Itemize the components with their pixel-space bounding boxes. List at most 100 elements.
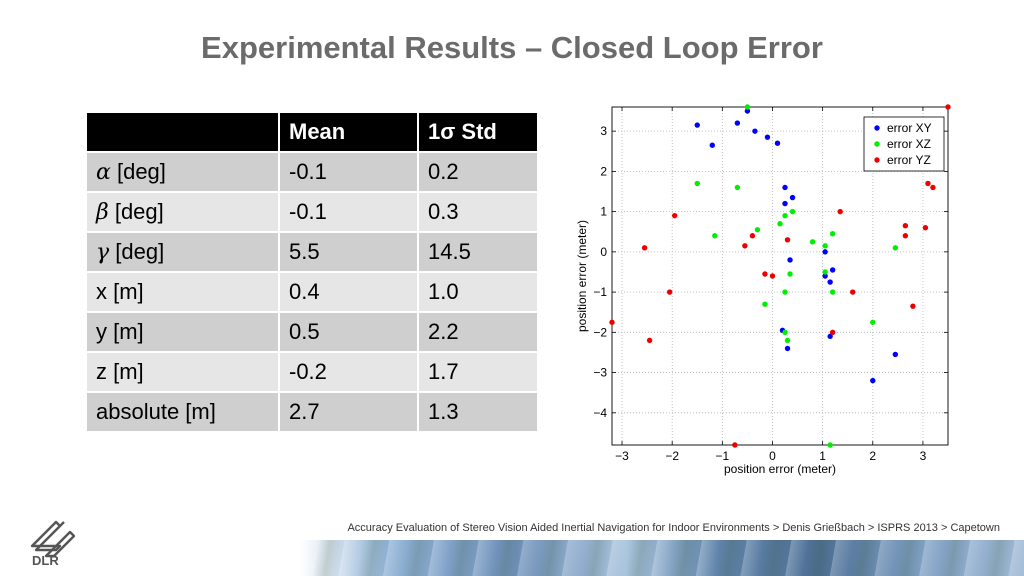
x-tick-label: 3 bbox=[920, 449, 927, 463]
data-point bbox=[827, 279, 833, 285]
row-label: absolute [m] bbox=[85, 391, 280, 433]
x-tick-label: 1 bbox=[819, 449, 826, 463]
data-point bbox=[787, 257, 793, 263]
data-point bbox=[752, 128, 758, 134]
data-point bbox=[777, 220, 783, 227]
data-point bbox=[892, 351, 899, 358]
table-row: absolute [m] 2.7 1.3 bbox=[85, 391, 539, 433]
data-point bbox=[744, 104, 751, 110]
row-label: γ [deg] bbox=[85, 231, 280, 273]
mean-cell: 2.7 bbox=[278, 391, 419, 433]
data-point bbox=[774, 140, 781, 146]
data-point bbox=[671, 212, 678, 219]
data-point bbox=[829, 231, 836, 237]
data-point bbox=[902, 233, 909, 239]
data-point bbox=[827, 333, 833, 340]
earth-banner-image bbox=[300, 540, 1024, 576]
legend-marker bbox=[874, 125, 880, 131]
table-header-std: 1σ Std bbox=[417, 111, 539, 153]
data-point bbox=[784, 345, 791, 352]
std-cell: 1.0 bbox=[417, 271, 539, 313]
data-point bbox=[732, 442, 738, 448]
data-point bbox=[870, 319, 876, 325]
row-label-text: [deg] bbox=[110, 159, 166, 184]
data-point bbox=[734, 184, 741, 191]
row-label: y [m] bbox=[85, 311, 280, 353]
data-point bbox=[762, 301, 768, 307]
results-table: Mean 1σ Std α [deg] -0.1 0.2 β [deg] -0.… bbox=[85, 111, 539, 433]
data-point bbox=[822, 273, 828, 279]
data-point bbox=[784, 237, 791, 243]
legend-label: error XZ bbox=[887, 137, 931, 151]
x-tick-label: −3 bbox=[615, 449, 629, 463]
data-point bbox=[925, 180, 931, 187]
y-tick-label: −4 bbox=[593, 406, 607, 420]
data-point bbox=[910, 303, 916, 309]
legend-label: error XY bbox=[887, 121, 932, 135]
data-point bbox=[666, 289, 673, 295]
data-point bbox=[837, 208, 843, 215]
std-cell: 2.2 bbox=[417, 311, 539, 353]
footer-citation: Accuracy Evaluation of Stereo Vision Aid… bbox=[347, 522, 1000, 534]
data-point bbox=[789, 194, 796, 201]
greek-symbol: β bbox=[96, 200, 109, 225]
legend-marker bbox=[874, 157, 880, 163]
row-label: z [m] bbox=[85, 351, 280, 393]
plot-frame bbox=[611, 106, 949, 446]
mean-cell: -0.1 bbox=[278, 151, 419, 193]
y-tick-label: 1 bbox=[600, 205, 607, 219]
data-point bbox=[902, 223, 909, 229]
mean-cell: 5.5 bbox=[278, 231, 419, 273]
row-label: x [m] bbox=[85, 271, 280, 313]
table-row: x [m] 0.4 1.0 bbox=[85, 271, 539, 313]
greek-symbol: α bbox=[96, 160, 111, 185]
data-point bbox=[822, 249, 828, 255]
data-point bbox=[762, 271, 768, 277]
greek-symbol: γ bbox=[96, 240, 110, 265]
y-axis-label: position error (meter) bbox=[575, 220, 589, 332]
std-cell: 0.2 bbox=[417, 151, 539, 193]
x-tick-label: 0 bbox=[769, 449, 776, 463]
legend-marker bbox=[874, 141, 880, 147]
data-point bbox=[769, 273, 776, 279]
data-point bbox=[749, 233, 756, 239]
table-row: β [deg] -0.1 0.3 bbox=[85, 191, 539, 233]
scatter-plot: −3 −2 −1 0 1 2 3 −4 −3 −2 −1 0 1 2 3 position error (me… bbox=[575, 104, 951, 476]
data-point bbox=[822, 243, 828, 249]
y-tick-label: 0 bbox=[600, 245, 607, 259]
table-row: γ [deg] 5.5 14.5 bbox=[85, 231, 539, 273]
std-cell: 1.7 bbox=[417, 351, 539, 393]
data-point bbox=[754, 227, 761, 233]
std-cell: 0.3 bbox=[417, 191, 539, 233]
y-tick-label: −2 bbox=[593, 325, 607, 339]
table-row: α [deg] -0.1 0.2 bbox=[85, 151, 539, 193]
x-tick-label: 2 bbox=[869, 449, 876, 463]
row-label-text: [deg] bbox=[108, 199, 164, 224]
row-label: α [deg] bbox=[85, 151, 280, 193]
data-point bbox=[646, 337, 653, 344]
data-point bbox=[744, 108, 751, 114]
data-point bbox=[782, 329, 788, 336]
x-tick-label: −1 bbox=[715, 449, 729, 463]
data-point bbox=[789, 208, 796, 215]
data-point bbox=[829, 329, 836, 336]
data-point bbox=[870, 377, 876, 384]
data-point bbox=[892, 245, 899, 251]
x-tick-label: −2 bbox=[665, 449, 679, 463]
data-point bbox=[782, 212, 788, 219]
table-header-mean: Mean bbox=[278, 111, 419, 153]
data-point bbox=[764, 134, 771, 140]
data-point bbox=[712, 233, 718, 239]
data-point bbox=[782, 184, 788, 191]
data-point bbox=[827, 442, 833, 448]
x-axis-label: position error (meter) bbox=[724, 462, 836, 476]
data-point bbox=[809, 239, 816, 245]
mean-cell: 0.5 bbox=[278, 311, 419, 353]
data-point bbox=[694, 180, 700, 187]
legend-label: error YZ bbox=[887, 153, 931, 167]
data-point bbox=[787, 271, 793, 277]
data-point bbox=[822, 269, 828, 275]
data-point bbox=[782, 200, 788, 207]
data-point bbox=[709, 142, 715, 148]
data-point bbox=[694, 122, 700, 128]
